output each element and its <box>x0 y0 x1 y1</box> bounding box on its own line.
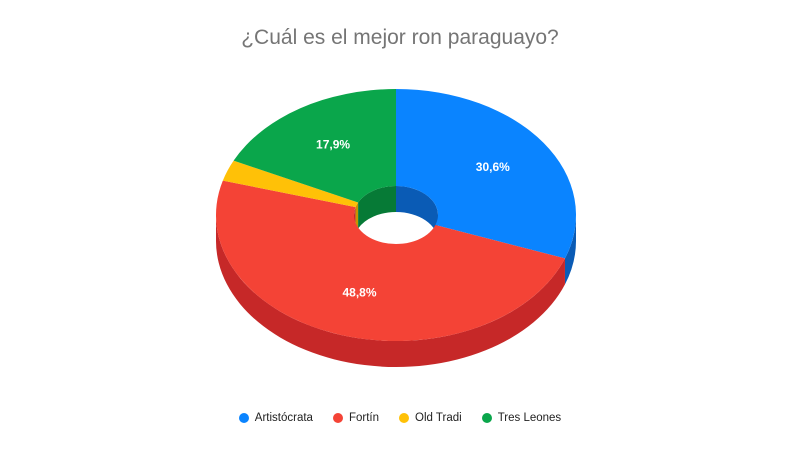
slice-tres-leones <box>233 89 396 203</box>
legend-label: Tres Leones <box>497 412 562 424</box>
slice-label-tres-leones: 17,9% <box>316 137 350 151</box>
legend-item-artistocrata: Artistócrata <box>238 412 313 424</box>
legend-swatch <box>238 413 249 423</box>
slice-fortin <box>215 180 565 342</box>
legend: Artistócrata Fortín Old Tradi Tres Leones <box>0 412 800 424</box>
legend-swatch <box>399 413 410 423</box>
legend-item-tres-leones: Tres Leones <box>481 412 562 424</box>
legend-item-fortin: Fortín <box>332 412 380 424</box>
slice-label-fortin: 48,8% <box>342 286 376 300</box>
chart-title: ¿Cuál es el mejor ron paraguayo? <box>241 26 559 49</box>
slice-side-fortin <box>216 215 565 368</box>
slice-old-tradi <box>222 160 359 208</box>
hole-wall-tres-leones <box>358 186 396 229</box>
slice-label-artistocrata: 30,6% <box>476 160 510 174</box>
legend-swatch <box>481 413 492 423</box>
slice-artistocrata <box>396 89 577 259</box>
legend-swatch <box>332 413 343 423</box>
legend-item-old-tradi: Old Tradi <box>399 412 462 424</box>
slice-side-artistocrata <box>564 215 576 285</box>
hole-wall-artistocrata <box>396 186 438 241</box>
legend-label: Artistócrata <box>254 412 313 424</box>
legend-label: Fortín <box>348 412 380 424</box>
legend-label: Old Tradi <box>415 412 462 424</box>
